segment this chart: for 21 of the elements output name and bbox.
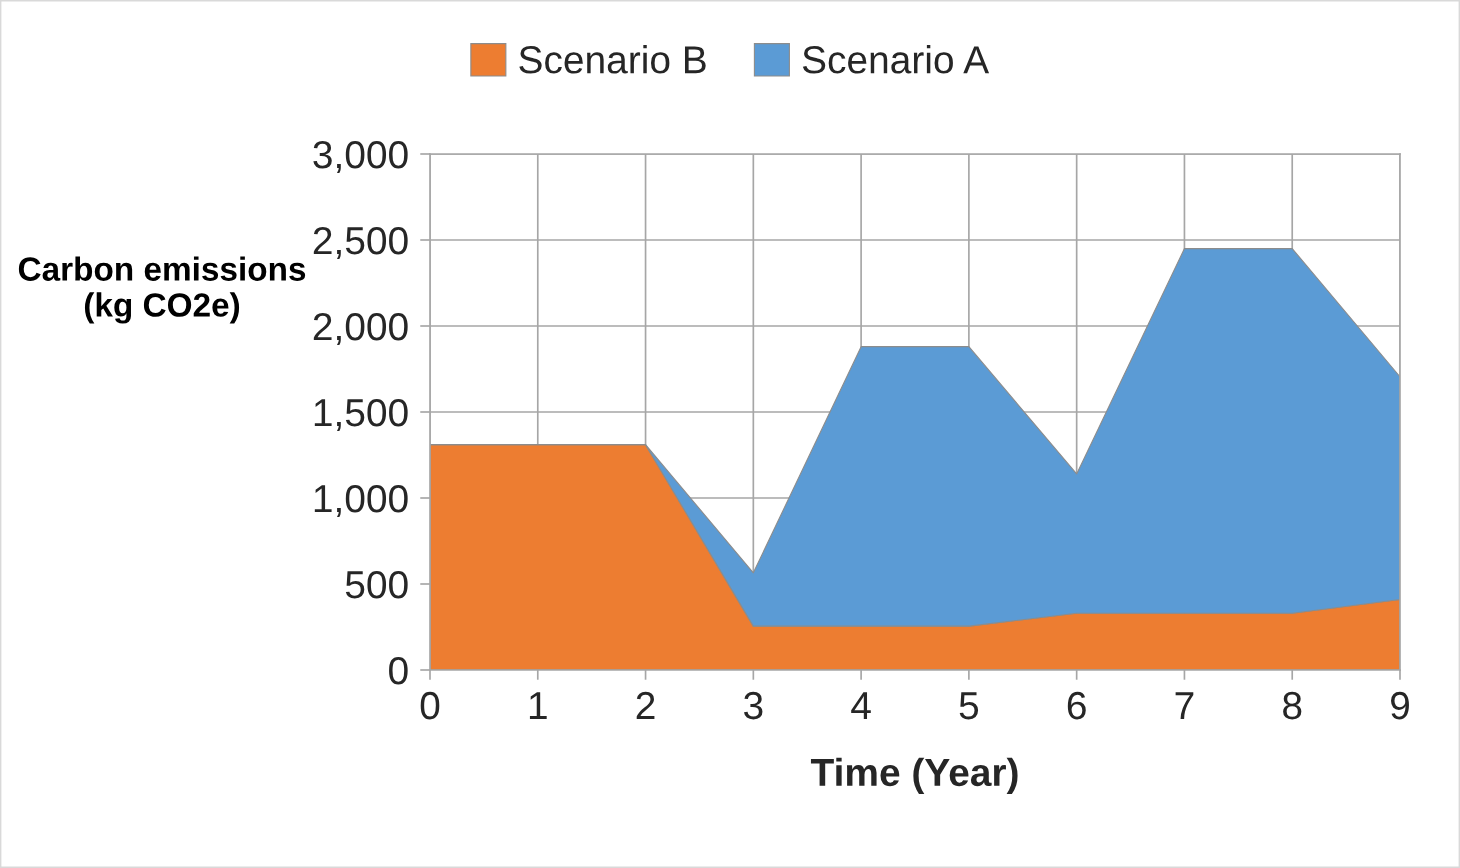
- x-tick-label: 3: [744, 691, 763, 720]
- x-tick-label: 5: [959, 692, 979, 720]
- y-tick-label: 2,500: [313, 226, 408, 260]
- x-tick-label: 6: [1067, 691, 1086, 720]
- x-axis-title: Time (Year): [810, 757, 1018, 794]
- legend-label: Scenario B: [519, 45, 706, 74]
- y-tick-label: 2,000: [313, 312, 408, 346]
- y-tick-label: 0: [389, 656, 408, 685]
- y-tick-label: 500: [345, 570, 408, 599]
- x-tick-label: 2: [636, 691, 655, 720]
- x-tick-label: 4: [851, 692, 871, 720]
- y-tick-label: 1,000: [314, 484, 408, 518]
- x-tick-label: 9: [1391, 691, 1409, 720]
- x-tick-label: 7: [1175, 692, 1194, 720]
- y-tick-label: 3,000: [313, 140, 408, 174]
- y-axis-title: Carbon emissions (kg CO2e): [18, 256, 306, 324]
- y-tick-label: 1,500: [314, 398, 408, 432]
- x-tick-label: 1: [529, 692, 547, 720]
- legend-label: Scenario A: [802, 45, 990, 74]
- x-tick-label: 0: [420, 691, 440, 720]
- x-tick-label: 8: [1283, 691, 1302, 720]
